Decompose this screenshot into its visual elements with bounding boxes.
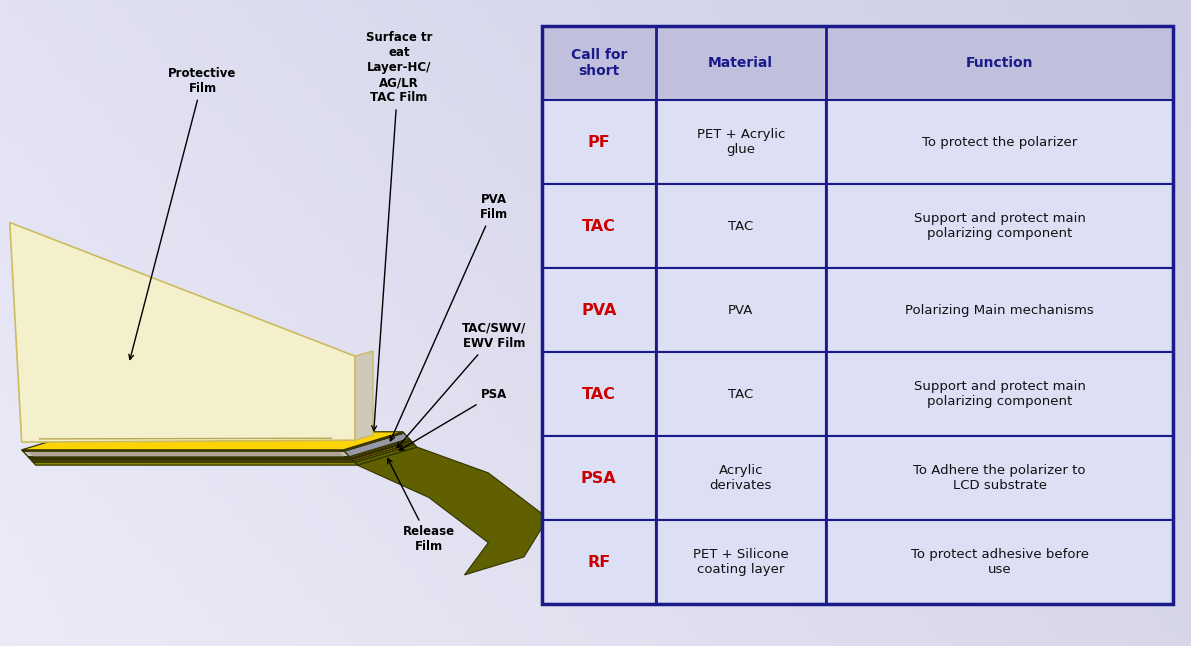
Text: Surface tr
eat
Layer-HC/
AG/LR
TAC Film: Surface tr eat Layer-HC/ AG/LR TAC Film <box>366 31 432 431</box>
Polygon shape <box>343 432 404 451</box>
Text: PF: PF <box>587 134 610 150</box>
Polygon shape <box>21 450 344 451</box>
Text: Support and protect main
polarizing component: Support and protect main polarizing comp… <box>913 380 1085 408</box>
Text: Protective
Film: Protective Film <box>129 67 237 359</box>
Bar <box>825 436 1173 520</box>
Text: Release
Film: Release Film <box>388 459 455 554</box>
Text: Call for
short: Call for short <box>570 48 626 78</box>
Bar <box>825 520 1173 604</box>
Polygon shape <box>350 440 411 459</box>
Polygon shape <box>30 441 411 459</box>
Text: TAC/SWV/
EWV Film: TAC/SWV/ EWV Film <box>397 322 526 448</box>
Text: Acrylic
derivates: Acrylic derivates <box>710 464 772 492</box>
Bar <box>542 520 655 604</box>
Bar <box>825 100 1173 184</box>
Polygon shape <box>30 459 354 461</box>
Bar <box>655 100 825 184</box>
Bar <box>542 436 655 520</box>
Bar <box>655 268 825 352</box>
Text: To protect the polarizer: To protect the polarizer <box>922 136 1077 149</box>
Polygon shape <box>355 444 417 465</box>
Bar <box>542 100 655 184</box>
Bar <box>542 352 655 436</box>
Text: PVA: PVA <box>581 302 617 318</box>
Polygon shape <box>10 222 355 442</box>
Polygon shape <box>29 440 410 458</box>
Polygon shape <box>33 444 414 463</box>
Bar <box>655 184 825 268</box>
Text: Function: Function <box>966 56 1034 70</box>
Bar <box>825 268 1173 352</box>
Text: PET + Acrylic
glue: PET + Acrylic glue <box>697 128 785 156</box>
Text: PSA: PSA <box>581 470 617 486</box>
Text: Material: Material <box>709 56 773 70</box>
Polygon shape <box>21 432 403 450</box>
Text: TAC: TAC <box>581 218 616 234</box>
Polygon shape <box>354 443 414 463</box>
Text: Support and protect main
polarizing component: Support and protect main polarizing comp… <box>913 212 1085 240</box>
Text: To protect adhesive before
use: To protect adhesive before use <box>911 548 1089 576</box>
Bar <box>825 184 1173 268</box>
Bar <box>655 520 825 604</box>
Text: RF: RF <box>587 554 610 570</box>
Bar <box>655 352 825 436</box>
Polygon shape <box>23 433 404 451</box>
Text: PET + Silicone
coating layer: PET + Silicone coating layer <box>693 548 788 576</box>
Polygon shape <box>32 443 413 461</box>
Bar <box>542 26 1173 100</box>
Text: PSA: PSA <box>399 388 507 450</box>
Bar <box>542 26 1173 604</box>
Polygon shape <box>32 461 355 463</box>
Text: PVA
Film: PVA Film <box>391 193 509 441</box>
Polygon shape <box>29 458 351 459</box>
Polygon shape <box>33 463 357 465</box>
Polygon shape <box>349 439 410 458</box>
Polygon shape <box>27 457 350 458</box>
Polygon shape <box>357 447 548 575</box>
Bar <box>655 436 825 520</box>
Text: PVA: PVA <box>728 304 754 317</box>
Text: TAC: TAC <box>581 386 616 402</box>
Text: To Adhere the polarizer to
LCD substrate: To Adhere the polarizer to LCD substrate <box>913 464 1086 492</box>
Polygon shape <box>351 441 413 461</box>
Text: TAC: TAC <box>728 220 754 233</box>
Polygon shape <box>23 451 349 457</box>
Polygon shape <box>355 351 373 440</box>
Text: TAC: TAC <box>728 388 754 401</box>
Text: Polarizing Main mechanisms: Polarizing Main mechanisms <box>905 304 1093 317</box>
Bar <box>542 268 655 352</box>
Bar <box>542 184 655 268</box>
Bar <box>825 352 1173 436</box>
Polygon shape <box>27 439 409 457</box>
Polygon shape <box>344 433 409 457</box>
